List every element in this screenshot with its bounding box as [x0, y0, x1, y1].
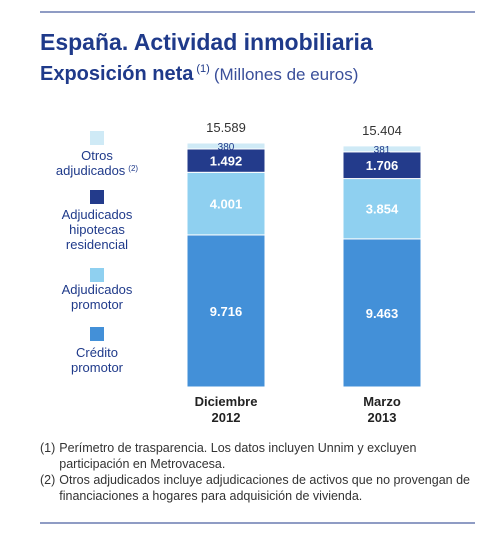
subtitle: Exposición neta: [40, 63, 194, 85]
unit: (Millones de euros): [214, 65, 359, 84]
footnote: (1) Perímetro de trasparencia. Los datos …: [40, 440, 480, 472]
legend-line: Otros: [81, 148, 113, 163]
legend-label: Adjudicados hipotecas residencial: [62, 207, 133, 252]
total-label: 15.404: [362, 123, 402, 138]
total-label: 15.589: [206, 120, 246, 135]
legend-label: Adjudicados promotor: [62, 282, 133, 312]
legend-line: promotor: [71, 360, 124, 375]
value-label: 4.001: [210, 197, 243, 212]
chart-subtitle: Exposición neta (1) (Millones de euros): [40, 63, 358, 85]
legend-label: Otros adjudicados (2): [56, 148, 139, 178]
value-label: 380: [218, 142, 235, 153]
value-label: 9.716: [210, 304, 243, 319]
footnote-text: Perímetro de trasparencia. Los datos inc…: [59, 441, 417, 471]
x-tick-label: Marzo: [363, 394, 401, 409]
value-label: 9.463: [366, 306, 399, 321]
legend-line: hipotecas: [69, 222, 125, 237]
legend-label: Crédito promotor: [71, 345, 124, 375]
bar-segment: [342, 178, 422, 240]
chart-title: España. Actividad inmobiliaria: [40, 29, 373, 55]
legend-line: residencial: [66, 237, 128, 252]
footnote-text: Otros adjudicados incluye adjudicaciones…: [59, 473, 470, 503]
legend-line: adjudicados: [56, 163, 126, 178]
value-label: 381: [374, 145, 391, 156]
bar-segment: [186, 171, 266, 236]
legend-note: (2): [128, 164, 138, 173]
value-label: 1.492: [210, 154, 243, 169]
legend-line: Adjudicados: [62, 282, 133, 297]
footnotes: (1) Perímetro de trasparencia. Los datos …: [40, 440, 480, 504]
footnote: (2) Otros adjudicados incluye adjudicacio…: [40, 472, 480, 504]
bar-segment: [342, 145, 422, 153]
legend-line: Crédito: [76, 345, 118, 360]
x-tick-label: 2013: [368, 410, 397, 425]
footnote-marker: (1): [40, 441, 56, 455]
x-tick-label: 2012: [212, 410, 241, 425]
footnote-marker: (2): [40, 473, 56, 487]
legend-swatch: [90, 268, 104, 282]
legend-swatch: [90, 131, 104, 145]
value-label: 3.854: [366, 202, 399, 217]
x-tick-label: Diciembre: [195, 394, 258, 409]
legend-line: Adjudicados: [62, 207, 133, 222]
legend-swatch: [90, 327, 104, 341]
legend-swatch: [90, 190, 104, 204]
value-label: 1.706: [366, 158, 399, 173]
legend-line: promotor: [71, 297, 124, 312]
subtitle-note: (1): [196, 63, 209, 75]
bar-segment: [342, 238, 422, 388]
bar-segment: [186, 142, 266, 150]
